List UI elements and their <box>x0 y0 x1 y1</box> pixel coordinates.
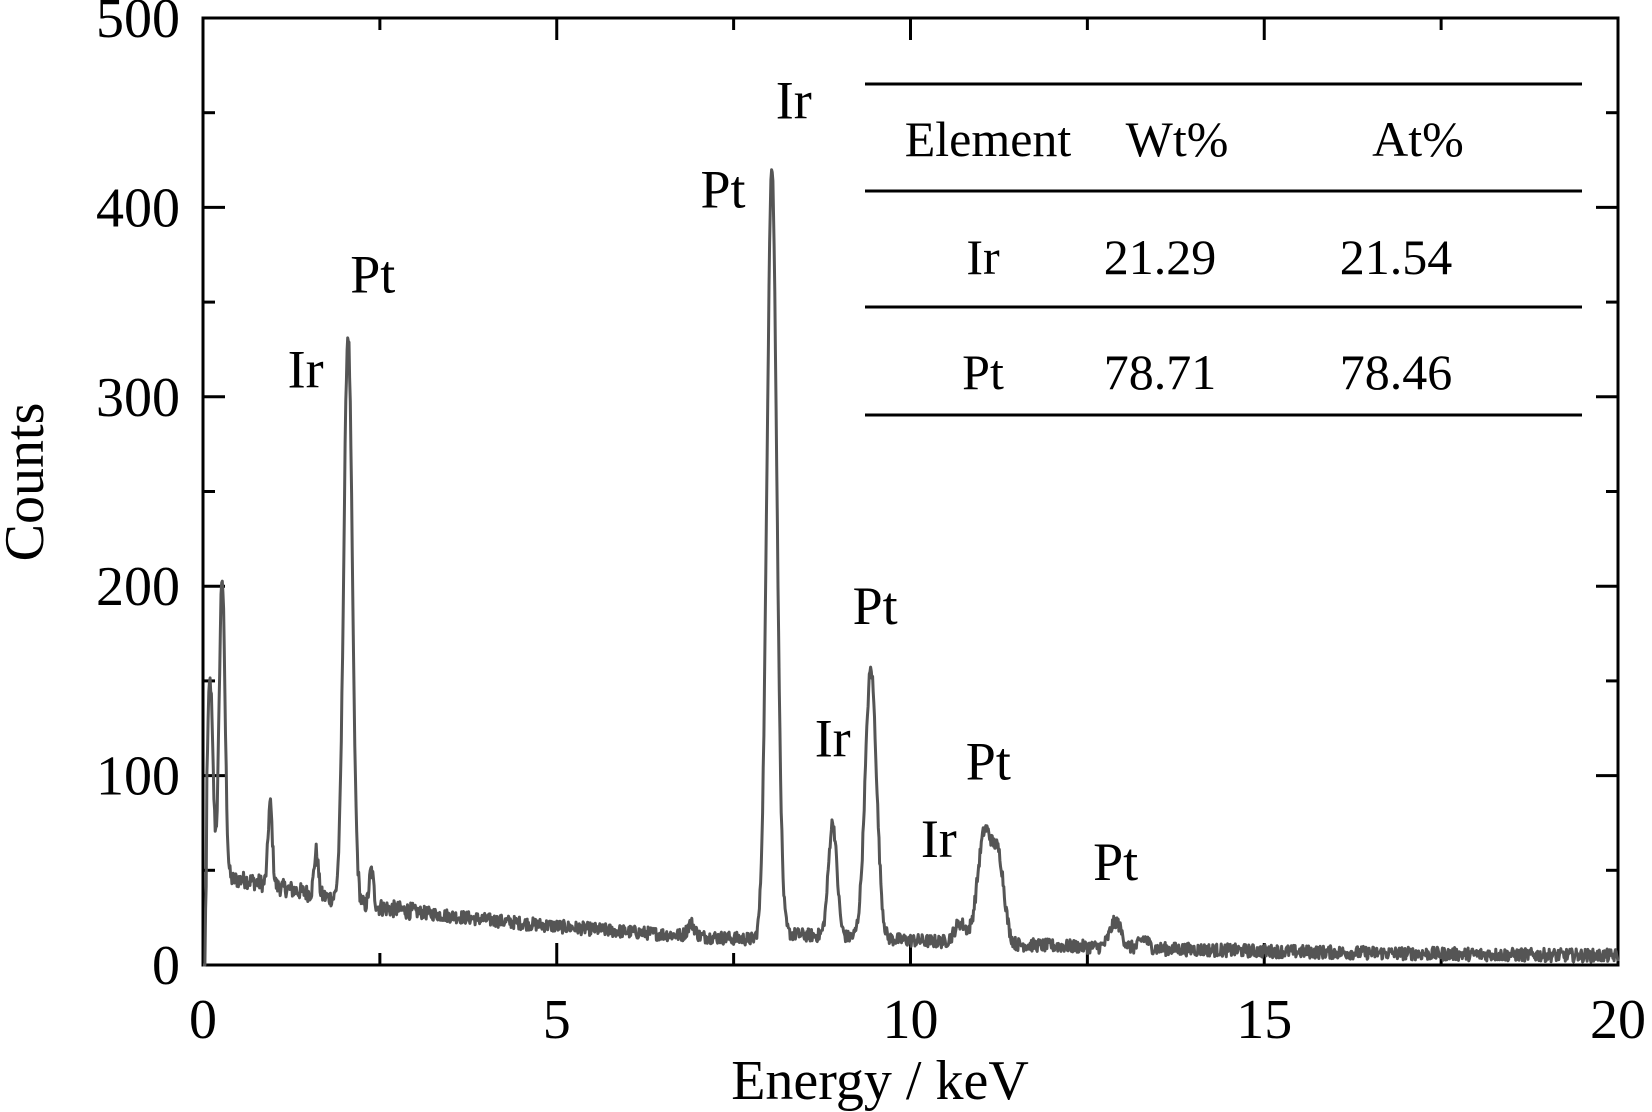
y-tick-label: 400 <box>96 177 180 239</box>
table-cell: Ir <box>966 229 1000 285</box>
peak-label-pt: Pt <box>1093 832 1138 892</box>
table-cell: 21.54 <box>1340 229 1453 285</box>
x-tick-label: 15 <box>1236 989 1292 1051</box>
table-header-cell: Wt% <box>1126 111 1229 167</box>
spectrum-line <box>202 168 1620 967</box>
table-header-cell: At% <box>1372 111 1464 167</box>
table-cell: 21.29 <box>1104 229 1217 285</box>
peak-label-ir: Ir <box>921 809 957 869</box>
y-tick-label: 200 <box>96 556 180 618</box>
table-cell: Pt <box>962 344 1004 400</box>
peak-label-pt: Pt <box>350 245 395 305</box>
x-tick-label: 0 <box>189 989 217 1051</box>
table-cell: 78.46 <box>1340 344 1453 400</box>
x-tick-label: 10 <box>883 989 939 1051</box>
x-tick-label: 20 <box>1590 989 1646 1051</box>
table-header-cell: Element <box>905 111 1072 167</box>
peak-label-pt: Pt <box>853 576 898 636</box>
composition-table: Element Wt% At% Ir 21.29 21.54 Pt 78.71 78.46 <box>865 82 1582 417</box>
y-tick-label: 500 <box>96 0 180 50</box>
y-tick-label: 300 <box>96 367 180 429</box>
peak-label-ir: Ir <box>288 339 324 399</box>
peak-label-pt: Pt <box>700 159 745 219</box>
y-axis-title: Counts <box>0 403 56 562</box>
x-tick-label: 5 <box>543 989 571 1051</box>
x-axis-title: Energy / keV <box>731 1050 1029 1112</box>
peak-label-ir: Ir <box>815 709 851 769</box>
y-tick-label: 100 <box>96 746 180 808</box>
peak-label-pt: Pt <box>966 731 1011 791</box>
table-cell: 78.71 <box>1104 344 1217 400</box>
y-tick-label: 0 <box>152 935 180 997</box>
peak-label-ir: Ir <box>776 70 812 130</box>
